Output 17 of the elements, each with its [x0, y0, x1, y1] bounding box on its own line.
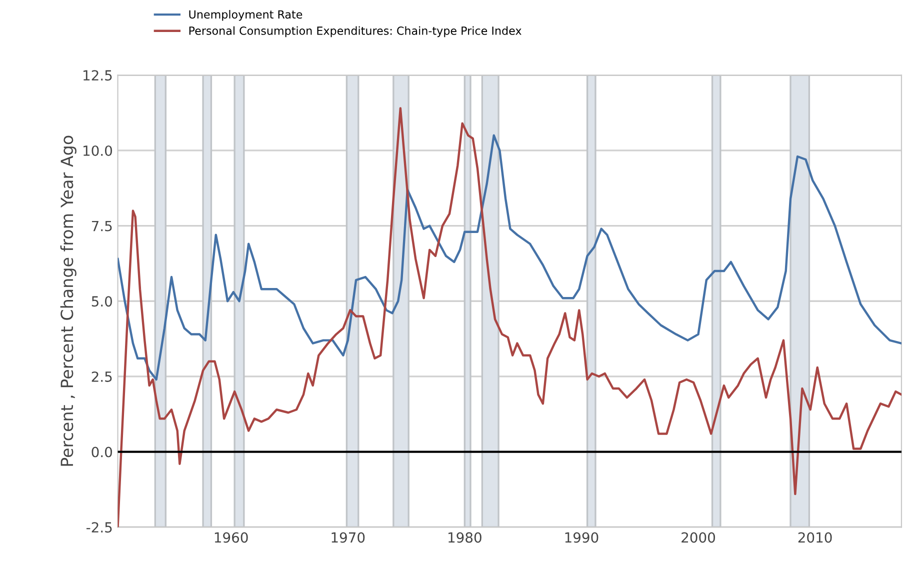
legend-label: Unemployment Rate — [189, 10, 302, 21]
x-tick-label: 1970 — [332, 532, 365, 543]
y-axis-title: Percent , Percent Change from Year Ago — [60, 136, 76, 466]
y-tick-label: 2.5 — [92, 371, 112, 382]
y-tick-label: 7.5 — [92, 220, 112, 232]
y-tick-label: 10.0 — [84, 145, 112, 156]
y-tick-label: 12.5 — [84, 70, 112, 81]
x-tick-label: 1980 — [448, 532, 482, 543]
x-tick-label: 1960 — [214, 532, 248, 543]
y-tick-label: 0.0 — [92, 446, 112, 458]
x-tick-label: 2000 — [682, 532, 715, 543]
line-series — [118, 134, 902, 381]
y-tick-label: 5.0 — [92, 296, 112, 307]
legend-label: Personal Consumption Expenditures: Chain-type Price Index — [189, 26, 522, 38]
y-tick-label: -2.5 — [86, 522, 112, 533]
x-tick-label: 1990 — [565, 532, 598, 543]
x-tick-label: 2010 — [798, 532, 832, 543]
